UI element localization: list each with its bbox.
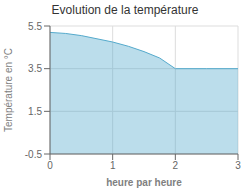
svg-text:3.5: 3.5 xyxy=(28,63,42,74)
svg-text:Température en °C: Température en °C xyxy=(3,48,14,132)
svg-text:1.5: 1.5 xyxy=(28,106,42,117)
svg-text:2: 2 xyxy=(173,160,179,171)
svg-text:1: 1 xyxy=(110,160,116,171)
svg-text:0: 0 xyxy=(47,160,53,171)
svg-text:3: 3 xyxy=(235,160,241,171)
svg-text:-0.5: -0.5 xyxy=(25,149,43,160)
svg-text:5.5: 5.5 xyxy=(28,21,42,32)
svg-text:heure par heure: heure par heure xyxy=(106,177,182,188)
html-text:Evolution de la température: Evolution de la température xyxy=(51,3,199,17)
